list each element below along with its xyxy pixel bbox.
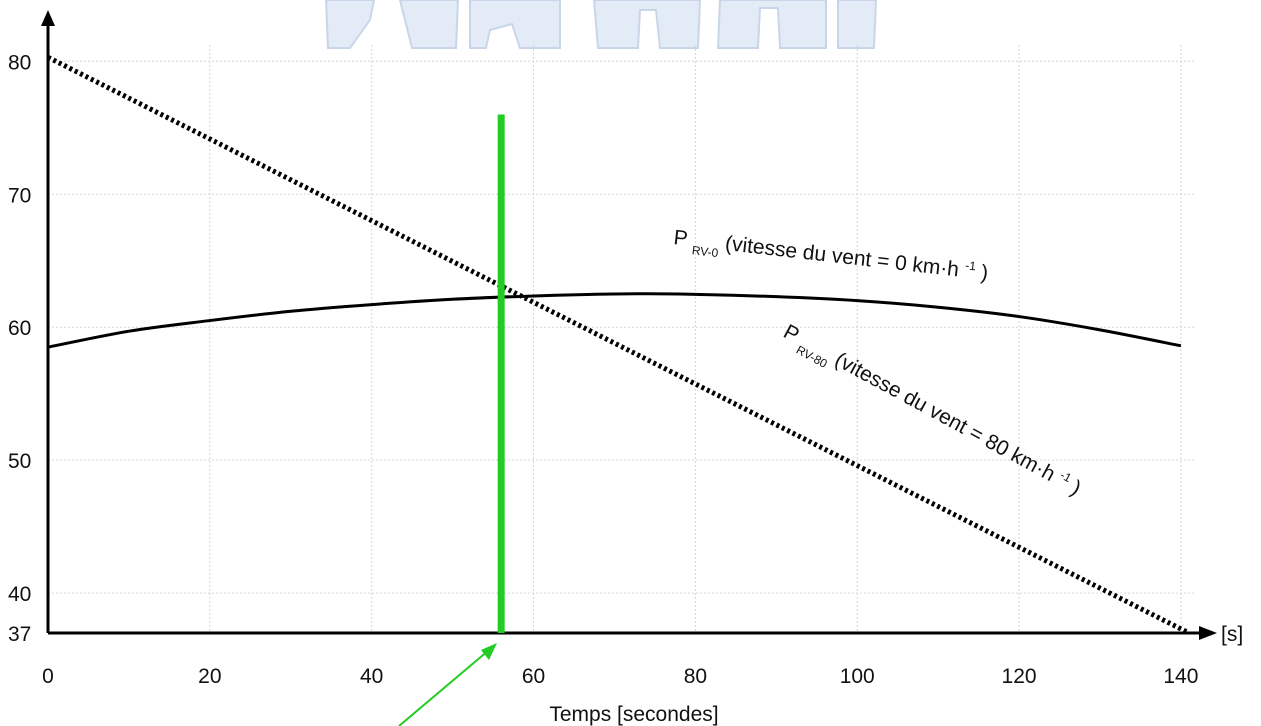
series-label-rv0-sub: RV-0 — [691, 243, 719, 260]
series-label-rv80-sub: RV-80 — [794, 343, 830, 371]
series-label-rv0-main: P — [672, 226, 688, 250]
series-label-rv0: P RV-0 (vitesse du vent = 0 km·h -1 ) — [672, 218, 991, 293]
series-label-rv80-main: P — [780, 320, 803, 347]
y-tick-label: 60 — [8, 317, 31, 340]
series-label-rv0-sup: -1 — [965, 258, 978, 273]
x-tick-label: 80 — [684, 665, 707, 688]
x-tick-label: 100 — [840, 665, 875, 688]
marker-arrow-head — [481, 643, 497, 660]
x-axis-arrow — [1199, 626, 1217, 640]
series-label-rv0-text: (vitesse du vent = 0 km·h — [724, 232, 960, 281]
x-tick-label: 140 — [1163, 665, 1198, 688]
series-label-rv80: P RV-80 (vitesse du vent = 80 km·h -1 ) — [776, 313, 1089, 507]
x-axis-title: Temps [secondes] — [549, 703, 718, 726]
x-tick-label: 60 — [522, 665, 545, 688]
y-tick-label: 50 — [8, 450, 31, 473]
y-tick-label: 70 — [8, 184, 31, 207]
series-label-rv0-close: ) — [980, 261, 990, 285]
series-line-rv0 — [47, 292, 1182, 349]
marker-arrow-shaft — [398, 649, 490, 726]
annotation-markers — [398, 114, 505, 726]
watermark-logo — [324, 0, 878, 49]
x-tick-label: 0 — [42, 665, 54, 688]
series-group — [46, 55, 1191, 636]
tick-labels: 0 20 40 60 80 100 120 140 37 40 50 60 70 80 — [8, 51, 1198, 688]
x-tick-label: 40 — [360, 665, 383, 688]
y-tick-label: 37 — [8, 623, 31, 646]
grid-lines — [48, 45, 1196, 633]
y-tick-label: 80 — [8, 51, 31, 74]
series-label-rv80-sup: -1 — [1058, 468, 1074, 486]
series-label-rv80-close: ) — [1068, 477, 1085, 501]
y-tick-label: 40 — [8, 583, 31, 606]
series-label-rv80-text: (vitesse du vent = 80 km·h — [831, 348, 1059, 486]
axes — [41, 10, 1217, 640]
x-axis-unit: [s] — [1221, 623, 1243, 646]
x-tick-label: 20 — [198, 665, 221, 688]
y-axis-arrow — [41, 10, 55, 26]
x-tick-label: 120 — [1002, 665, 1037, 688]
series-line-rv80 — [46, 55, 1191, 636]
